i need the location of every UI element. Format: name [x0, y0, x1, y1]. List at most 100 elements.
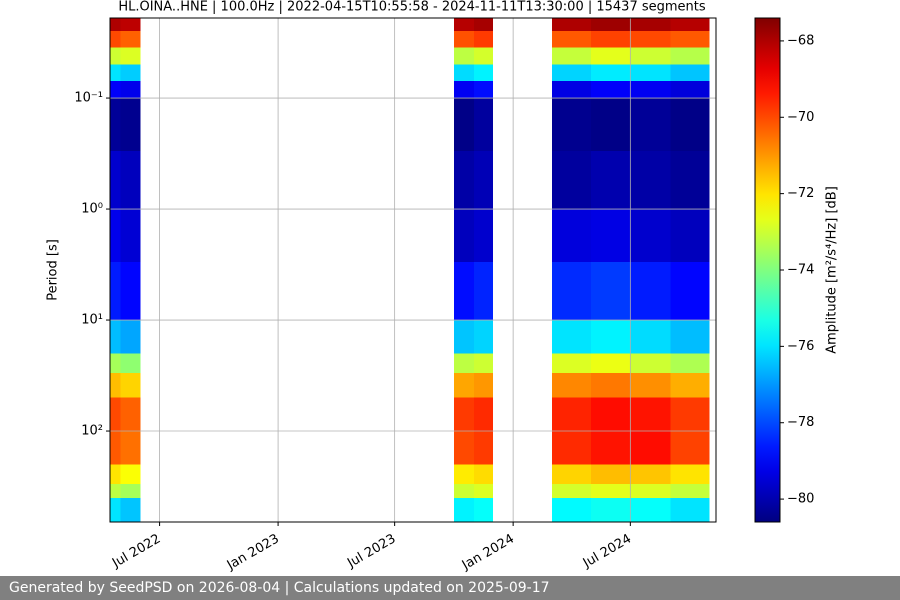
heatmap-cell — [591, 397, 631, 432]
heatmap-cell — [473, 31, 494, 48]
heatmap-cell — [630, 353, 671, 374]
heatmap-cell — [473, 262, 494, 321]
heatmap-cell — [110, 18, 121, 32]
heatmap-cell — [670, 98, 710, 152]
heatmap-cell — [110, 262, 121, 321]
heatmap-cell — [453, 353, 474, 374]
heatmap-cell — [591, 31, 631, 48]
heatmap-cell — [453, 64, 474, 82]
heatmap-cell — [591, 98, 631, 152]
colorbar-tick-label: −76 — [787, 339, 814, 354]
heatmap-cell — [453, 80, 474, 99]
heatmap-cell — [630, 31, 671, 48]
heatmap-cell — [120, 320, 141, 354]
heatmap-cell — [630, 209, 671, 263]
heatmap-cell — [453, 320, 474, 354]
heatmap-cell — [110, 151, 121, 210]
heatmap-cell — [551, 353, 592, 374]
heatmap-cell — [120, 483, 141, 499]
heatmap-cell — [453, 18, 474, 32]
heatmap-cell — [110, 31, 121, 48]
heatmap-cell — [630, 497, 671, 523]
heatmap-cell — [453, 397, 474, 432]
heatmap-cell — [110, 431, 121, 465]
heatmap-cell — [120, 18, 141, 32]
heatmap-cell — [551, 98, 592, 152]
heatmap-cell — [630, 47, 671, 66]
heatmap-cell — [591, 262, 631, 321]
heatmap-cell — [120, 353, 141, 374]
colorbar-tick-label: −70 — [787, 110, 814, 125]
heatmap-cell — [473, 372, 494, 399]
heatmap-cell — [591, 372, 631, 399]
heatmap-cell — [473, 397, 494, 432]
y-axis-label: Period [s] — [46, 239, 61, 301]
heatmap-cell — [630, 98, 671, 152]
heatmap-cell — [591, 80, 631, 99]
heatmap-cell — [120, 431, 141, 465]
heatmap-cell — [110, 497, 121, 523]
heatmap-cell — [591, 497, 631, 523]
heatmap-cell — [473, 320, 494, 354]
heatmap-cell — [473, 47, 494, 66]
heatmap-cell — [473, 497, 494, 523]
heatmap-cell — [551, 464, 592, 485]
heatmap-cell — [473, 464, 494, 485]
heatmap-cell — [453, 262, 474, 321]
heatmap-cell — [473, 483, 494, 499]
heatmap-cell — [473, 353, 494, 374]
heatmap-cell — [591, 18, 631, 32]
heatmap-cell — [473, 98, 494, 152]
heatmap-cell — [670, 31, 710, 48]
heatmap-cell — [551, 18, 592, 32]
plot-frame — [109, 17, 717, 523]
heatmap-cell — [551, 80, 592, 99]
heatmap-cell — [670, 151, 710, 210]
heatmap-cell — [670, 18, 710, 32]
heatmap-cell — [591, 320, 631, 354]
heatmap-cell — [591, 64, 631, 82]
heatmap-cell — [630, 464, 671, 485]
heatmap-cell — [591, 47, 631, 66]
heatmap-cell — [551, 397, 592, 432]
heatmap-cell — [551, 47, 592, 66]
heatmap-cell — [630, 372, 671, 399]
heatmap-cell — [110, 209, 121, 263]
heatmap-cell — [110, 372, 121, 399]
heatmap-cell — [670, 464, 710, 485]
colorbar-tick-label: −68 — [787, 33, 814, 48]
heatmap-cell — [591, 483, 631, 499]
y-tick-label: 10¹ — [81, 313, 103, 328]
heatmap-cell — [453, 98, 474, 152]
heatmap-cell — [453, 483, 474, 499]
heatmap-cell — [551, 209, 592, 263]
heatmap-cell — [120, 64, 141, 82]
heatmap-cell — [630, 431, 671, 465]
heatmap-cell — [110, 80, 121, 99]
heatmap-cell — [551, 64, 592, 82]
heatmap-cell — [120, 47, 141, 66]
heatmap-cell — [453, 431, 474, 465]
heatmap-cell — [110, 64, 121, 82]
heatmap-cell — [630, 151, 671, 210]
heatmap-cell — [120, 80, 141, 99]
heatmap-cell — [473, 18, 494, 32]
heatmap-cell — [120, 31, 141, 48]
heatmap-cell — [591, 464, 631, 485]
heatmap-cell — [120, 98, 141, 152]
heatmap-cell — [630, 397, 671, 432]
heatmap-cell — [670, 483, 710, 499]
heatmap-cell — [551, 151, 592, 210]
heatmap-cell — [473, 209, 494, 263]
heatmap-cell — [473, 151, 494, 210]
heatmap-cell — [453, 31, 474, 48]
x-tick-label: Jul 2022 — [109, 532, 163, 572]
heatmap-cell — [551, 431, 592, 465]
heatmap-cell — [551, 372, 592, 399]
heatmap-cell — [670, 320, 710, 354]
heatmap-cell — [630, 18, 671, 32]
heatmap-cell — [630, 320, 671, 354]
heatmap-cell — [473, 431, 494, 465]
y-tick-label: 10⁻¹ — [74, 91, 103, 106]
heatmap-cell — [670, 80, 710, 99]
